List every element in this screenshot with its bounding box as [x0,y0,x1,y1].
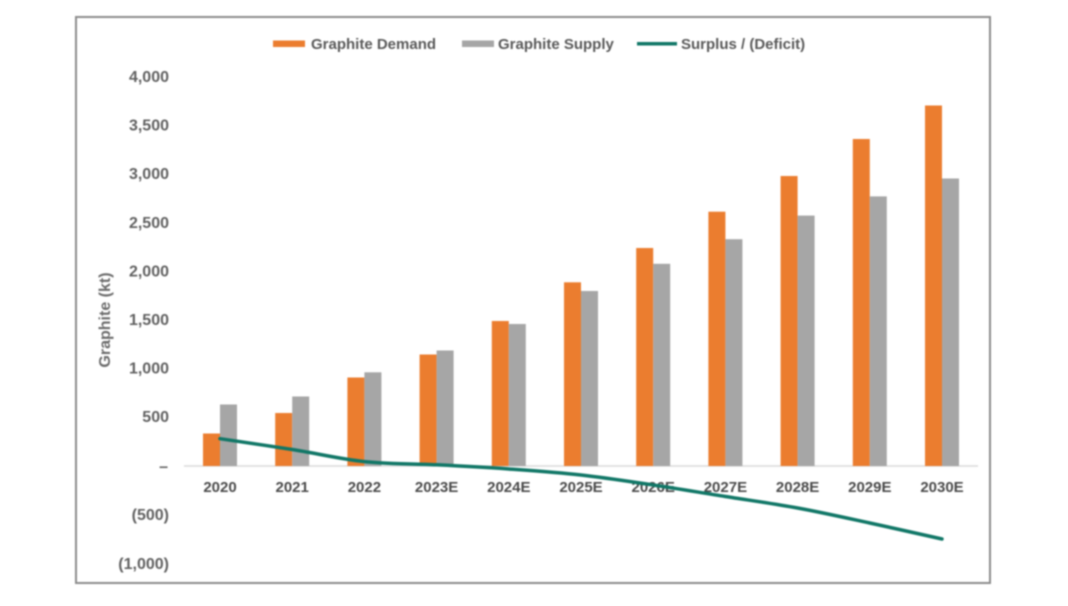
svg-text:2023E: 2023E [415,479,458,496]
svg-text:2020: 2020 [203,479,236,496]
svg-text:2,000: 2,000 [129,263,169,280]
svg-text:2029E: 2029E [848,479,891,496]
svg-text:3,000: 3,000 [129,166,169,183]
svg-text:2,500: 2,500 [129,215,169,232]
svg-text:4,000: 4,000 [129,69,169,86]
svg-text:2024E: 2024E [487,479,530,496]
svg-text:Graphite Supply: Graphite Supply [498,36,615,53]
svg-text:1,000: 1,000 [129,361,169,378]
svg-text:2028E: 2028E [776,479,819,496]
svg-text:Graphite (kt): Graphite (kt) [97,272,114,367]
svg-text:2021: 2021 [276,479,309,496]
svg-text:2025E: 2025E [559,479,602,496]
svg-text:Surplus / (Deficit): Surplus / (Deficit) [681,36,805,53]
svg-text:Graphite Demand: Graphite Demand [311,36,436,53]
svg-text:(1,000): (1,000) [118,556,169,573]
svg-text:3,500: 3,500 [129,118,169,135]
svg-text:500: 500 [142,409,169,426]
svg-text:(500): (500) [132,507,169,524]
svg-text:–: – [159,459,168,476]
svg-text:2030E: 2030E [920,479,963,496]
svg-text:2022: 2022 [348,479,381,496]
svg-text:2027E: 2027E [704,479,747,496]
svg-text:1,500: 1,500 [129,312,169,329]
